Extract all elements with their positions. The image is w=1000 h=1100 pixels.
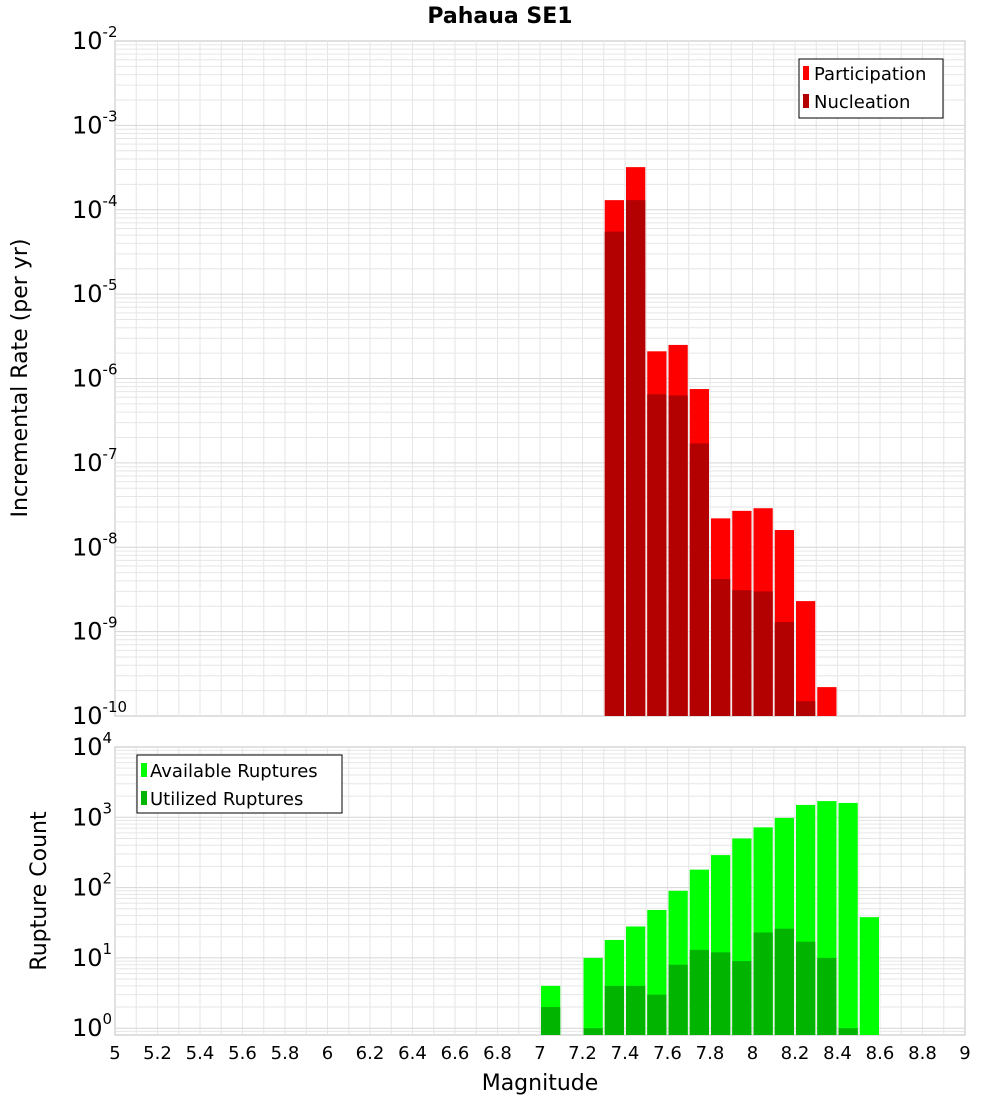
x-tick-label: 7 — [534, 1043, 545, 1064]
top-y-tick-label: 10-10 — [72, 698, 127, 730]
top-legend-box — [798, 58, 944, 119]
top-bar-nucleation — [689, 443, 709, 716]
x-tick-label: 6.6 — [441, 1043, 470, 1064]
x-tick-label: 8 — [747, 1043, 758, 1064]
bottom-bar-utilized — [753, 932, 773, 1035]
x-tick-labels: 5 5.2 5.4 5.6 5.8 6 6.2 6.4 6.6 6.8 7 7.2 7.4 7.6 7.8 8… — [109, 1043, 970, 1064]
x-tick-label: 6.8 — [483, 1043, 512, 1064]
x-tick-label: 8.4 — [823, 1043, 852, 1064]
top-bar-nucleation — [796, 701, 816, 716]
bottom-bar-utilized — [668, 964, 688, 1035]
x-tick-label: 9 — [959, 1043, 970, 1064]
top-bar-nucleation — [668, 395, 688, 716]
bottom-y-tick-label: 104 — [72, 729, 112, 761]
x-tick-label: 7.4 — [611, 1043, 640, 1064]
top-bar-participation — [817, 687, 837, 716]
bottom-panel: 100 101 102 103 104 5 5.2 5.4 5.6 5.8 6 6.2 6.4 6.6 6… — [27, 729, 971, 1096]
top-legend: Participation Nucleation — [798, 58, 944, 119]
bottom-bar-available — [583, 957, 603, 1035]
bottom-bar-utilized — [838, 1028, 858, 1035]
legend-swatch-participation — [803, 66, 809, 80]
top-y-axis-title: Incremental Rate (per yr) — [8, 239, 33, 518]
bottom-legend-box — [136, 754, 343, 814]
bottom-bar-utilized — [626, 985, 646, 1035]
bottom-bar-utilized — [796, 941, 816, 1035]
top-panel: 10-10 10-9 10-8 10-7 10-6 10-5 10-4 10-3 10-2 In… — [8, 23, 966, 730]
top-bars — [604, 167, 837, 716]
x-axis-title: Magnitude — [482, 1071, 599, 1096]
bottom-legend: Available Ruptures Utilized Ruptures — [136, 754, 343, 814]
bottom-y-tick-labels: 100 101 102 103 104 — [72, 729, 112, 1042]
bottom-y-tick-label: 100 — [72, 1010, 112, 1042]
top-bar-nucleation — [626, 200, 646, 716]
x-tick-label: 8.6 — [866, 1043, 895, 1064]
x-tick-label: 5.2 — [143, 1043, 172, 1064]
top-y-tick-label: 10-7 — [72, 445, 118, 477]
top-bar-nucleation — [604, 231, 624, 716]
bottom-y-tick-label: 101 — [72, 940, 112, 972]
x-tick-label: 5 — [109, 1043, 120, 1064]
bottom-bar-available — [859, 917, 879, 1035]
legend-label-participation: Participation — [814, 64, 926, 85]
top-y-tick-label: 10-8 — [72, 529, 118, 561]
x-tick-label: 7.2 — [568, 1043, 597, 1064]
legend-swatch-utilized — [141, 791, 147, 805]
bottom-bar-utilized — [647, 994, 667, 1035]
bottom-bar-utilized — [689, 949, 709, 1035]
top-bar-nucleation — [753, 591, 773, 716]
legend-label-nucleation: Nucleation — [814, 92, 910, 113]
bottom-bar-utilized — [604, 985, 624, 1035]
top-y-tick-label: 10-4 — [72, 192, 118, 224]
bottom-bars — [541, 801, 879, 1035]
bottom-bar-utilized — [732, 961, 752, 1035]
legend-label-utilized: Utilized Ruptures — [150, 789, 303, 810]
top-y-tick-label: 10-9 — [72, 614, 118, 646]
top-y-tick-label: 10-5 — [72, 276, 118, 308]
legend-swatch-nucleation — [803, 94, 809, 108]
x-tick-label: 7.6 — [653, 1043, 682, 1064]
x-tick-label: 8.8 — [908, 1043, 937, 1064]
top-grid — [115, 41, 965, 716]
top-y-tick-label: 10-3 — [72, 107, 118, 139]
top-y-tick-label: 10-2 — [72, 23, 118, 55]
top-bar-nucleation — [647, 394, 667, 716]
bottom-bar-available — [838, 802, 858, 1035]
top-bar-nucleation — [774, 622, 794, 716]
bottom-bar-utilized — [541, 1007, 561, 1035]
bottom-bar-utilized — [711, 952, 731, 1035]
top-bar-nucleation — [732, 590, 752, 716]
legend-label-available: Available Ruptures — [150, 761, 318, 782]
top-y-tick-label: 10-6 — [72, 361, 118, 393]
x-tick-label: 5.6 — [228, 1043, 257, 1064]
x-tick-label: 5.8 — [271, 1043, 300, 1064]
bottom-y-tick-label: 102 — [72, 870, 112, 902]
bottom-bar-utilized — [774, 928, 794, 1035]
x-tick-label: 7.8 — [696, 1043, 725, 1064]
x-tick-label: 6.4 — [398, 1043, 427, 1064]
x-tick-label: 6.2 — [356, 1043, 385, 1064]
bottom-bar-utilized — [583, 1028, 603, 1035]
bottom-y-tick-label: 103 — [72, 799, 112, 831]
x-tick-label: 5.4 — [186, 1043, 215, 1064]
legend-swatch-available — [141, 763, 147, 777]
top-bar-participation — [796, 601, 816, 716]
chart-title: Pahaua SE1 — [427, 4, 572, 29]
x-tick-label: 6 — [322, 1043, 333, 1064]
x-tick-label: 8.2 — [781, 1043, 810, 1064]
top-bar-nucleation — [711, 579, 731, 716]
bottom-bar-utilized — [817, 957, 837, 1035]
bottom-y-axis-title: Rupture Count — [27, 811, 52, 971]
